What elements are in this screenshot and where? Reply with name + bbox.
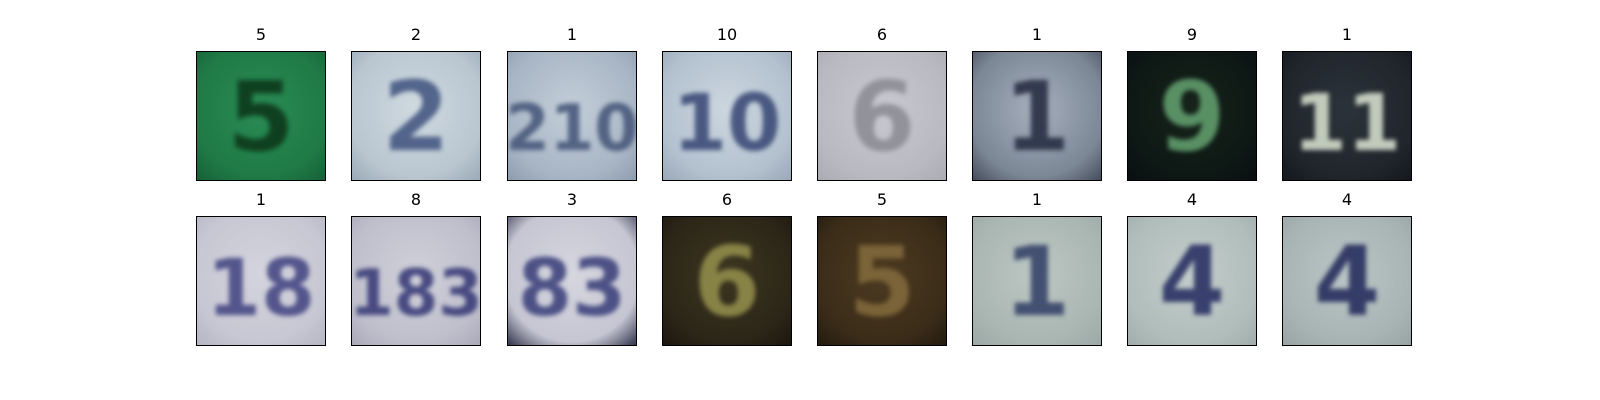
panel-label: 5	[876, 190, 888, 209]
digit-thumbnail: 11	[1282, 51, 1412, 181]
thumbnail-image: 83	[508, 217, 636, 345]
digit-glyph: 4	[1159, 226, 1226, 338]
digit-thumbnail: 4	[1127, 216, 1257, 346]
thumbnail-background	[818, 217, 946, 345]
digit-thumbnail: 5	[196, 51, 326, 181]
thumbnail-background	[197, 52, 325, 180]
panel-label: 1	[1341, 25, 1353, 44]
thumbnail-image: 5	[197, 52, 325, 180]
thumbnail-background	[1128, 52, 1256, 180]
panel-label: 6	[721, 190, 733, 209]
thumbnail-image: 183	[352, 217, 480, 345]
panel-label: 9	[1186, 25, 1198, 44]
panel-label: 8	[410, 190, 422, 209]
thumbnail-image: 2	[352, 52, 480, 180]
digit-glyph: 1	[1004, 61, 1071, 173]
thumbnail-image: 6	[818, 52, 946, 180]
digit-glyph: 4	[1314, 226, 1381, 338]
digit-thumbnail: 6	[817, 51, 947, 181]
digit-thumbnail: 10	[662, 51, 792, 181]
digit-glyph: 9	[1159, 61, 1226, 173]
digit-glyph: 11	[1293, 79, 1402, 169]
digit-glyph: 2	[383, 61, 450, 173]
thumbnail-background	[1283, 217, 1411, 345]
digit-thumbnail: 183	[351, 216, 481, 346]
thumbnail-image: 10	[663, 52, 791, 180]
thumbnail-image: 210	[508, 52, 636, 180]
digit-thumbnail: 83	[507, 216, 637, 346]
digit-glyph: 6	[694, 226, 761, 338]
digit-thumbnail: 210	[507, 51, 637, 181]
thumbnail-background	[663, 217, 791, 345]
thumbnail-image: 4	[1283, 217, 1411, 345]
thumbnail-background	[508, 52, 636, 180]
digit-thumbnail: 9	[1127, 51, 1257, 181]
thumbnail-background	[1128, 217, 1256, 345]
panel-label: 1	[1031, 190, 1043, 209]
panel-label: 5	[255, 25, 267, 44]
digit-thumbnail: 2	[351, 51, 481, 181]
digit-thumbnail: 1	[972, 216, 1102, 346]
thumbnail-image: 1	[973, 217, 1101, 345]
thumbnail-background	[197, 217, 325, 345]
digit-thumbnail: 6	[662, 216, 792, 346]
panel-label: 4	[1341, 190, 1353, 209]
thumbnail-image: 1	[973, 52, 1101, 180]
digit-glyph: 5	[228, 61, 295, 173]
thumbnail-background	[663, 52, 791, 180]
panel-label: 10	[716, 25, 738, 44]
panel-label: 1	[255, 190, 267, 209]
panel-label: 1	[1031, 25, 1043, 44]
digit-glyph: 210	[508, 92, 636, 166]
panel-label: 2	[410, 25, 422, 44]
digit-glyph: 83	[518, 244, 627, 334]
digit-glyph: 18	[207, 244, 316, 334]
thumbnail-image: 9	[1128, 52, 1256, 180]
thumbnail-background	[973, 217, 1101, 345]
thumbnail-background	[818, 52, 946, 180]
thumbnail-background	[352, 52, 480, 180]
thumbnail-background	[352, 217, 480, 345]
thumbnail-image: 11	[1283, 52, 1411, 180]
thumbnail-image: 6	[663, 217, 791, 345]
panel-label: 6	[876, 25, 888, 44]
digit-thumbnail: 4	[1282, 216, 1412, 346]
digit-glyph: 183	[352, 257, 480, 331]
digit-glyph: 5	[849, 226, 916, 338]
panel-label: 3	[566, 190, 578, 209]
digit-thumbnail: 1	[972, 51, 1102, 181]
digit-glyph: 6	[849, 61, 916, 173]
thumbnail-image: 5	[818, 217, 946, 345]
thumbnail-background	[973, 52, 1101, 180]
panel-label: 4	[1186, 190, 1198, 209]
thumbnail-background	[508, 217, 636, 345]
thumbnail-image: 4	[1128, 217, 1256, 345]
digit-thumbnail: 18	[196, 216, 326, 346]
digit-thumbnail: 5	[817, 216, 947, 346]
digit-glyph: 1	[1004, 226, 1071, 338]
thumbnail-background	[1283, 52, 1411, 180]
panel-label: 1	[566, 25, 578, 44]
digit-glyph: 10	[673, 79, 782, 169]
thumbnail-image: 18	[197, 217, 325, 345]
